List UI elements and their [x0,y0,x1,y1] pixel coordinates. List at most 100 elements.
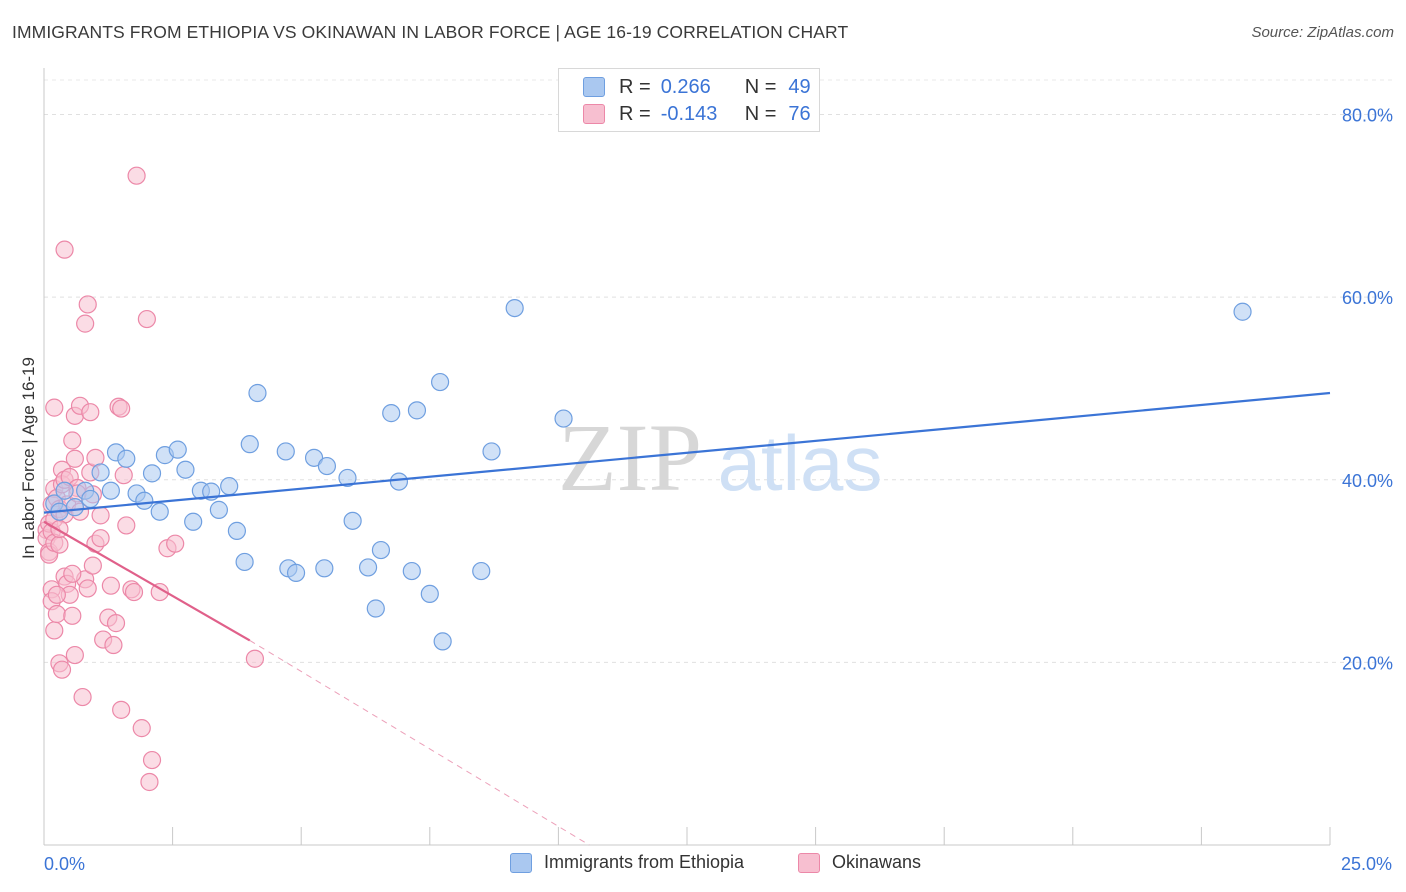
ethiopia-point [168,440,187,459]
okinawan-point [112,700,131,719]
legend-item-okinawans[interactable]: Okinawans [798,852,921,873]
ethiopia-point [430,372,450,392]
okinawan-point [63,431,82,450]
okinawan-point [73,687,92,707]
okinawan-point [45,621,64,640]
ethiopia-point [304,448,324,467]
legend-item-ethiopia[interactable]: Immigrants from Ethiopia [510,852,744,873]
okinawan-point [91,529,110,548]
okinawan-point [142,750,162,770]
ethiopia-point [276,442,295,461]
okinawan-point [106,614,126,633]
ethiopia-point [65,498,84,517]
watermark-atlas: atlas [718,419,883,507]
legend-n-label: N = [744,102,777,125]
ethiopia-point [248,383,267,403]
okinawan-point [47,604,66,624]
stats-legend: R = 0.266 N = 49 R = -0.143 N = 76 [558,68,820,132]
okinawan-point [45,398,64,417]
okinawan-trend-extension [249,640,590,846]
ethiopia-point [402,561,421,581]
okinawan-point [124,582,144,602]
okinawan-swatch [798,852,820,873]
ethiopia-point [240,435,259,454]
okinawan-point [112,399,131,418]
ethiopia-point [150,502,169,521]
ethiopia-point [358,558,378,577]
ethiopia-point [227,521,246,540]
y-tick-label: 80.0% [1342,106,1393,126]
ethiopia-point [176,460,195,479]
ethiopia-point [382,404,401,423]
legend-row-ethiopia: R = 0.266 N = 49 [583,75,811,99]
okinawan-point [101,576,120,595]
ethiopia-point [505,299,524,318]
okinawan-point [132,719,151,738]
okinawan-point [150,582,169,602]
source-label: Source: ZipAtlas.com [1251,24,1394,41]
okinawan-point [63,606,82,625]
ethiopia-point [420,584,439,603]
okinawan-point [55,240,74,259]
legend-n-label: N = [744,75,777,98]
legend-n-value: 49 [788,75,811,98]
okinawan-swatch [583,104,605,124]
x-tick-label: 0.0% [44,854,85,874]
ethiopia-point [482,442,501,461]
okinawan-point [166,534,185,553]
ethiopia-point [209,500,228,519]
ethiopia-point [366,599,385,618]
okinawan-point [140,772,159,792]
okinawan-point [78,579,97,598]
okinawan-point [76,314,95,333]
axes [43,68,1331,846]
ethiopia-point [81,489,100,509]
legend-label: Okinawans [832,852,922,872]
ethiopia-point [101,481,120,500]
ethiopia-point [135,491,154,510]
ethiopia-point [407,401,427,420]
y-axis-label: In Labor Force | Age 16-19 [19,357,38,559]
ethiopia-point [220,477,239,496]
okinawan-point [52,660,72,679]
ethiopia-point [315,559,334,578]
ethiopia-point [184,512,203,531]
okinawan-point [65,449,84,468]
ethiopia-swatch [583,77,605,97]
ethiopia-point [55,481,74,500]
okinawan-point [137,309,156,329]
okinawan-point [47,585,66,604]
series-legend: Immigrants from Ethiopia Okinawans [0,850,1406,878]
ethiopia-point [433,632,452,651]
ethiopia-point [371,540,391,560]
okinawan-point [245,649,265,668]
ethiopia-point [1233,302,1252,321]
ethiopia-point [91,463,110,482]
ethiopia-point [343,511,362,530]
okinawan-point [65,645,84,665]
legend-row-okinawan: R = -0.143 N = 76 [583,102,811,126]
trend-lines [43,391,1331,846]
legend-r-value: 0.266 [660,75,711,98]
legend-r-value: -0.143 [660,102,718,125]
ethiopia-points [45,299,1252,651]
okinawan-trend-line [43,520,251,642]
legend-label: Immigrants from Ethiopia [544,852,745,872]
y-tick-label: 40.0% [1342,471,1393,491]
ethiopia-point [142,464,162,483]
okinawan-point [63,564,82,583]
ethiopia-point [554,409,573,428]
okinawan-point [127,166,146,185]
y-tick-label: 60.0% [1342,288,1393,308]
okinawan-point [91,506,110,525]
ethiopia-trend-line [43,391,1331,514]
grid-lines [44,79,1392,663]
legend-n-value: 76 [788,102,811,125]
ethiopia-point [317,456,337,476]
okinawan-point [83,556,102,575]
okinawan-point [104,635,123,655]
ethiopia-point [338,468,357,488]
okinawan-point [117,516,136,535]
y-tick-label: 20.0% [1342,653,1393,673]
